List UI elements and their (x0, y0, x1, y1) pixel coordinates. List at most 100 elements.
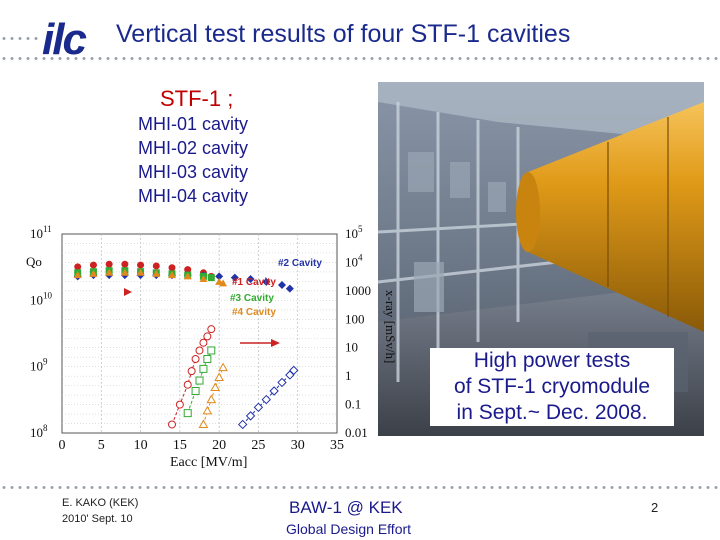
y-right-tick-label: 105 (345, 224, 363, 241)
xray-point (207, 325, 216, 334)
qo-point (89, 269, 98, 277)
footer-author: E. KAKO (KEK) (62, 497, 139, 509)
x-tick-label: 5 (98, 438, 105, 453)
x-tick-label: 25 (251, 438, 265, 453)
logo-dots (0, 37, 42, 40)
ilc-logo: ilc (42, 15, 88, 64)
xray-point (269, 386, 279, 396)
xray-point (202, 405, 213, 415)
cavity-item: MHI-03 cavity (138, 162, 249, 182)
y-left-tick-label: 108 (30, 423, 48, 440)
qo-point (230, 273, 239, 282)
qo-point (120, 268, 129, 276)
y-left-tick-label: 1010 (30, 290, 53, 307)
y-left-tick-label: 1011 (30, 224, 52, 241)
xray-point (195, 376, 204, 385)
qo-point (278, 281, 286, 290)
y-left-axis-label: Qo (26, 254, 42, 269)
qo-point (262, 277, 271, 286)
qo-point (246, 274, 255, 283)
xray-point (191, 355, 200, 364)
legend-label: #2 Cavity (278, 258, 322, 269)
qo-point (207, 274, 215, 282)
stf-label: STF-1 ; (160, 86, 234, 111)
footer-date: 2010' Sept. 10 (62, 513, 133, 525)
xray-point (253, 402, 264, 413)
y-right-axis-label: x-ray [mSv/h] (383, 290, 398, 363)
photo-caption: High power tests of STF-1 cryomodule in … (430, 348, 674, 426)
legend-label: #1 Cavity (232, 277, 276, 288)
qo-point (215, 272, 224, 281)
caption-line: High power tests (473, 349, 631, 372)
xray-point (203, 332, 212, 341)
qo-point (199, 274, 208, 282)
qo-point (168, 271, 176, 279)
xray-point (245, 411, 256, 421)
ilc-logo-text: ilc (42, 15, 86, 64)
footer-divider (0, 486, 720, 489)
qo-point (73, 271, 82, 279)
xray-point (175, 400, 184, 409)
x-tick-label: 0 (59, 438, 66, 453)
xray-point (289, 365, 299, 376)
footer-org: Global Design Effort (286, 521, 412, 537)
legend-label: #4 Cavity (232, 307, 276, 318)
cavity-item: MHI-04 cavity (138, 186, 249, 206)
caption-line: in Sept.~ Dec. 2008. (456, 401, 648, 424)
xray-point (183, 409, 192, 418)
qo-point (137, 261, 145, 269)
xray-point (261, 394, 271, 405)
footer-event: BAW-1 @ KEK (289, 498, 403, 517)
y-left-tick-label: 109 (30, 357, 48, 374)
legend-label: #3 Cavity (230, 293, 274, 304)
y-right-tick-label: 100 (345, 311, 365, 326)
qo-point (285, 284, 294, 293)
left-arrow (124, 288, 132, 296)
qo-point (105, 260, 113, 268)
xray-point (199, 364, 208, 373)
x-tick-label: 10 (134, 438, 148, 453)
y-right-tick-label: 0.01 (345, 425, 368, 440)
title-divider (0, 57, 720, 60)
xray-line (187, 350, 212, 414)
xray-point (238, 419, 248, 430)
xray-point (277, 377, 287, 388)
xray-point (218, 362, 228, 372)
qo-point (152, 262, 160, 270)
qo-point (105, 268, 114, 276)
caption-line: of STF-1 cryomodule (453, 375, 651, 398)
cavity-item: MHI-01 cavity (138, 114, 249, 134)
qo-point (183, 272, 192, 280)
y-right-tick-label: 1 (345, 368, 352, 383)
xray-point (199, 338, 208, 347)
qo-point (89, 261, 97, 269)
y-right-tick-label: 104 (345, 252, 363, 269)
xray-point (191, 387, 200, 396)
xray-point (187, 367, 196, 376)
page-number: 2 (651, 500, 659, 515)
cavity-item: MHI-02 cavity (138, 138, 249, 158)
qo-point (184, 266, 192, 274)
xray-point (198, 419, 209, 428)
slide-title: Vertical test results of four STF-1 cavi… (116, 20, 571, 48)
xray-point (206, 394, 217, 404)
xray-point (214, 372, 225, 381)
qo-point (136, 268, 145, 276)
qo-point (74, 263, 82, 271)
x-tick-label: 35 (330, 438, 344, 453)
qo-point (121, 260, 129, 268)
x-axis-label: Eacc [MV/m] (170, 455, 247, 470)
xray-point (168, 420, 176, 429)
qo-point (219, 279, 228, 287)
xray-point (207, 346, 216, 355)
y-right-tick-label: 10 (345, 340, 358, 355)
xray-point (195, 346, 204, 355)
x-tick-label: 15 (173, 438, 187, 453)
right-arrow-head (271, 339, 280, 347)
qo-point (152, 269, 161, 277)
qo-point (168, 264, 176, 272)
y-right-tick-label: 1000 (345, 283, 371, 298)
y-right-tick-label: 0.1 (345, 397, 361, 412)
x-tick-label: 30 (291, 438, 305, 453)
xray-point (203, 355, 212, 364)
